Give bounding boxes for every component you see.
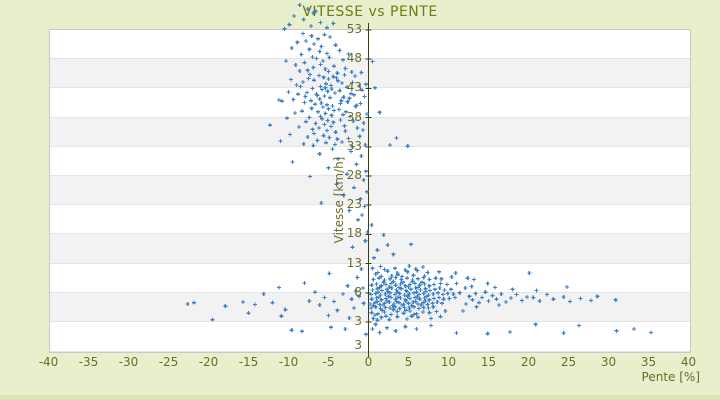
x-tick-label: -25: [158, 355, 179, 369]
y-tick-label: 3: [354, 338, 362, 352]
y-tick-label: 48: [346, 51, 362, 66]
x-tick-label: -5: [322, 355, 335, 369]
x-tick-label: -10: [278, 355, 299, 369]
x-tick-label: 15: [480, 355, 497, 369]
y-tick-label: 28: [346, 168, 362, 182]
x-tick-label: 20: [520, 355, 537, 369]
x-tick-label: 25: [560, 355, 577, 369]
grid-band: [50, 322, 690, 352]
x-axis-title: Pente [%]: [641, 370, 700, 384]
x-tick-label: -20: [198, 355, 219, 369]
y-tick-label: 53: [346, 22, 362, 36]
x-tick-label: 35: [640, 355, 657, 369]
y-tick-label: 13: [346, 255, 362, 270]
x-tick-label: 5: [404, 355, 413, 369]
x-tick-label: 10: [440, 355, 457, 369]
x-tick-label: -15: [238, 355, 259, 369]
y-tick-label: 18: [346, 226, 362, 241]
x-tick-label: 40: [680, 355, 697, 369]
x-tick-label: -40: [38, 355, 59, 369]
grid-band: [50, 263, 690, 293]
grid-band: [50, 117, 690, 147]
y-tick-label: 3: [354, 314, 362, 328]
grid-band: [50, 205, 690, 235]
plot-area[interactable]: [50, 30, 690, 352]
chart-title: VITESSE vs PENTE: [302, 4, 438, 20]
y-tick-label: 23: [346, 197, 362, 212]
y-tick-label: 38: [346, 109, 362, 124]
grid-band: [50, 30, 690, 60]
y-tick-label: 8: [354, 284, 362, 299]
grid-band: [50, 146, 690, 176]
window-bottom-edge: [0, 395, 720, 400]
y-tick-label: 33: [346, 138, 362, 153]
x-tick-label: -35: [78, 355, 99, 369]
grid-band: [50, 176, 690, 206]
grid-band: [50, 59, 690, 89]
grid-band: [50, 234, 690, 264]
y-tick-label: 43: [346, 80, 362, 95]
grid-band: [50, 88, 690, 118]
x-tick-label: 0: [364, 355, 373, 369]
x-tick-label: -30: [118, 355, 139, 369]
y-axis-title: Vitesse [km/h]: [332, 156, 346, 244]
x-tick-label: 30: [600, 355, 617, 369]
grid-band: [50, 292, 690, 322]
